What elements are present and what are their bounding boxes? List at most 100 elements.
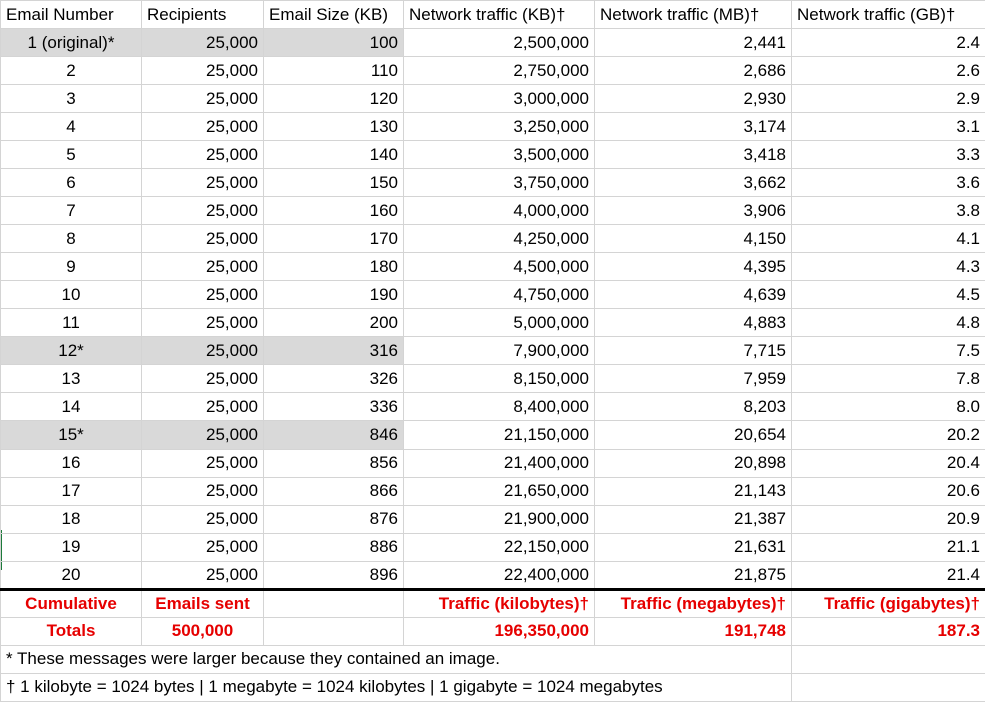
cell-email-size[interactable]: 180 — [263, 252, 404, 282]
cell-traffic-mb[interactable]: 3,662 — [594, 168, 792, 198]
cell-traffic-kb[interactable]: 4,000,000 — [403, 196, 595, 226]
cell-traffic-kb[interactable]: 4,750,000 — [403, 280, 595, 310]
header-email-size[interactable]: Email Size (KB) — [263, 0, 404, 30]
cell-email-number[interactable]: 15* — [0, 420, 142, 450]
cell-traffic-gb[interactable]: 3.1 — [791, 112, 985, 142]
cell-email-size[interactable]: 140 — [263, 140, 404, 170]
cell-email-number[interactable]: 18 — [0, 504, 142, 534]
cell-traffic-mb[interactable]: 2,930 — [594, 84, 792, 114]
cell-email-size[interactable]: 326 — [263, 364, 404, 394]
cell-traffic-gb[interactable]: 20.2 — [791, 420, 985, 450]
header-recipients[interactable]: Recipients — [141, 0, 264, 30]
cell-traffic-mb[interactable]: 21,143 — [594, 476, 792, 506]
cell-email-size[interactable]: 120 — [263, 84, 404, 114]
cell-traffic-gb[interactable]: 4.5 — [791, 280, 985, 310]
cell-recipients[interactable]: 25,000 — [141, 224, 264, 254]
cell-traffic-mb[interactable]: 4,395 — [594, 252, 792, 282]
totals-label-cumulative[interactable]: Cumulative — [0, 588, 142, 618]
cell-recipients[interactable]: 25,000 — [141, 140, 264, 170]
cell-traffic-gb[interactable]: 7.5 — [791, 336, 985, 366]
totals-kb-label[interactable]: Traffic (kilobytes)† — [403, 588, 595, 618]
cell-recipients[interactable]: 25,000 — [141, 168, 264, 198]
cell-email-number[interactable]: 11 — [0, 308, 142, 338]
header-traffic-kb[interactable]: Network traffic (KB)† — [403, 0, 595, 30]
cell-email-number[interactable]: 4 — [0, 112, 142, 142]
cell-traffic-mb[interactable]: 2,686 — [594, 56, 792, 86]
cell-traffic-gb[interactable]: 2.9 — [791, 84, 985, 114]
cell-email-number[interactable]: 13 — [0, 364, 142, 394]
cell-traffic-kb[interactable]: 5,000,000 — [403, 308, 595, 338]
footnote-units[interactable]: † 1 kilobyte = 1024 bytes | 1 megabyte =… — [0, 672, 792, 702]
totals-empty-cell[interactable] — [263, 616, 404, 646]
cell-recipients[interactable]: 25,000 — [141, 196, 264, 226]
cell-email-size[interactable]: 170 — [263, 224, 404, 254]
cell-traffic-kb[interactable]: 4,250,000 — [403, 224, 595, 254]
cell-email-number[interactable]: 9 — [0, 252, 142, 282]
cell-recipients[interactable]: 25,000 — [141, 56, 264, 86]
header-traffic-gb[interactable]: Network traffic (GB)† — [791, 0, 985, 30]
totals-kb-value[interactable]: 196,350,000 — [403, 616, 595, 646]
totals-empty-cell[interactable] — [263, 588, 404, 618]
totals-gb-value[interactable]: 187.3 — [791, 616, 985, 646]
cell-traffic-mb[interactable]: 3,418 — [594, 140, 792, 170]
cell-traffic-mb[interactable]: 3,174 — [594, 112, 792, 142]
cell-recipients[interactable]: 25,000 — [141, 84, 264, 114]
cell-traffic-kb[interactable]: 22,400,000 — [403, 560, 595, 591]
cell-traffic-kb[interactable]: 21,400,000 — [403, 448, 595, 478]
cell-traffic-mb[interactable]: 4,639 — [594, 280, 792, 310]
cell-email-number[interactable]: 14 — [0, 392, 142, 422]
cell-email-number[interactable]: 20 — [0, 560, 142, 591]
cell-traffic-mb[interactable]: 20,654 — [594, 420, 792, 450]
cell-traffic-mb[interactable]: 3,906 — [594, 196, 792, 226]
cell-traffic-mb[interactable]: 2,441 — [594, 28, 792, 58]
cell-recipients[interactable]: 25,000 — [141, 504, 264, 534]
cell-traffic-mb[interactable]: 7,959 — [594, 364, 792, 394]
cell-recipients[interactable]: 25,000 — [141, 476, 264, 506]
cell-email-number[interactable]: 5 — [0, 140, 142, 170]
totals-label-totals[interactable]: Totals — [0, 616, 142, 646]
cell-traffic-gb[interactable]: 8.0 — [791, 392, 985, 422]
cell-email-size[interactable]: 846 — [263, 420, 404, 450]
cell-recipients[interactable]: 25,000 — [141, 28, 264, 58]
cell-recipients[interactable]: 25,000 — [141, 364, 264, 394]
cell-email-size[interactable]: 100 — [263, 28, 404, 58]
cell-email-size[interactable]: 316 — [263, 336, 404, 366]
cell-recipients[interactable]: 25,000 — [141, 532, 264, 562]
totals-mb-value[interactable]: 191,748 — [594, 616, 792, 646]
cell-traffic-kb[interactable]: 2,750,000 — [403, 56, 595, 86]
cell-recipients[interactable]: 25,000 — [141, 420, 264, 450]
footnote-image[interactable]: * These messages were larger because the… — [0, 644, 792, 674]
cell-email-size[interactable]: 856 — [263, 448, 404, 478]
cell-traffic-mb[interactable]: 8,203 — [594, 392, 792, 422]
cell-traffic-kb[interactable]: 21,900,000 — [403, 504, 595, 534]
cell-email-size[interactable]: 110 — [263, 56, 404, 86]
cell-traffic-mb[interactable]: 4,883 — [594, 308, 792, 338]
header-email-number[interactable]: Email Number — [0, 0, 142, 30]
cell-email-number[interactable]: 7 — [0, 196, 142, 226]
cell-traffic-kb[interactable]: 3,750,000 — [403, 168, 595, 198]
totals-emails-label[interactable]: Emails sent — [141, 588, 264, 618]
cell-email-number[interactable]: 1 (original)* — [0, 28, 142, 58]
cell-email-number[interactable]: 16 — [0, 448, 142, 478]
cell-recipients[interactable]: 25,000 — [141, 560, 264, 591]
cell-traffic-gb[interactable]: 21.1 — [791, 532, 985, 562]
cell-traffic-mb[interactable]: 21,387 — [594, 504, 792, 534]
cell-email-number[interactable]: 6 — [0, 168, 142, 198]
cell-traffic-kb[interactable]: 8,400,000 — [403, 392, 595, 422]
cell-traffic-kb[interactable]: 4,500,000 — [403, 252, 595, 282]
cell-email-number[interactable]: 10 — [0, 280, 142, 310]
cell-traffic-mb[interactable]: 20,898 — [594, 448, 792, 478]
cell-email-number[interactable]: 8 — [0, 224, 142, 254]
cell-traffic-mb[interactable]: 7,715 — [594, 336, 792, 366]
cell-recipients[interactable]: 25,000 — [141, 252, 264, 282]
cell-traffic-kb[interactable]: 3,000,000 — [403, 84, 595, 114]
cell-traffic-gb[interactable]: 20.4 — [791, 448, 985, 478]
cell-traffic-mb[interactable]: 21,875 — [594, 560, 792, 591]
empty-cell[interactable] — [791, 672, 985, 702]
cell-traffic-gb[interactable]: 4.1 — [791, 224, 985, 254]
cell-traffic-gb[interactable]: 3.3 — [791, 140, 985, 170]
cell-email-size[interactable]: 190 — [263, 280, 404, 310]
cell-traffic-kb[interactable]: 3,500,000 — [403, 140, 595, 170]
cell-email-number[interactable]: 3 — [0, 84, 142, 114]
cell-recipients[interactable]: 25,000 — [141, 448, 264, 478]
